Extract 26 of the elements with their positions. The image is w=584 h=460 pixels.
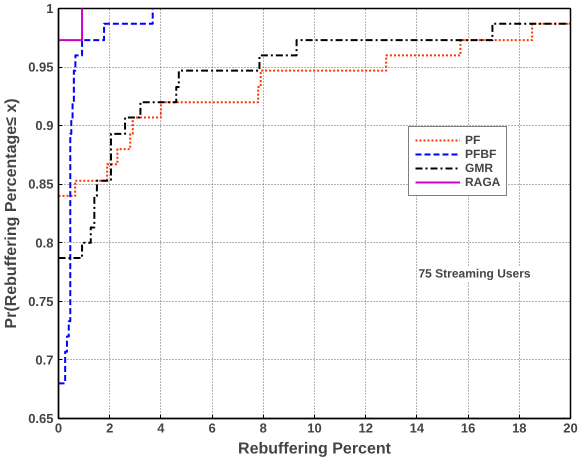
y-tick-label: 0.65 [28, 411, 54, 426]
x-tick-label: 16 [460, 420, 476, 436]
y-tick-label: 0.9 [35, 118, 54, 134]
y-tick-label: 0.8 [35, 235, 54, 250]
x-tick-label: 6 [208, 420, 216, 436]
legend-label: PF [465, 133, 482, 147]
x-tick-label: 8 [260, 420, 267, 436]
x-tick-label: 12 [358, 420, 373, 436]
legend-label: PFBF [465, 147, 496, 161]
y-tick-label: 0.7 [35, 352, 54, 368]
x-tick-label: 20 [563, 420, 578, 436]
x-tick-label: 2 [106, 420, 114, 436]
y-axis-title: Pr(Rebuffering Percentage≤ x) [3, 98, 20, 329]
x-axis-title: Rebuffering Percent [238, 440, 392, 458]
x-tick-label: 14 [410, 420, 425, 436]
x-tick-label: 18 [512, 420, 527, 436]
y-tick-label: 0.85 [28, 176, 54, 192]
legend-label: GMR [465, 161, 493, 175]
x-tick-label: 10 [307, 420, 322, 436]
x-tick-label: 0 [54, 420, 62, 436]
y-tick-label: 1 [46, 1, 54, 16]
y-tick-label: 0.95 [28, 60, 54, 75]
x-tick-label: 4 [157, 420, 166, 436]
annotation: 75 Streaming Users [418, 266, 531, 280]
y-tick-label: 0.75 [28, 294, 54, 309]
legend-label: RAGA [465, 175, 500, 189]
